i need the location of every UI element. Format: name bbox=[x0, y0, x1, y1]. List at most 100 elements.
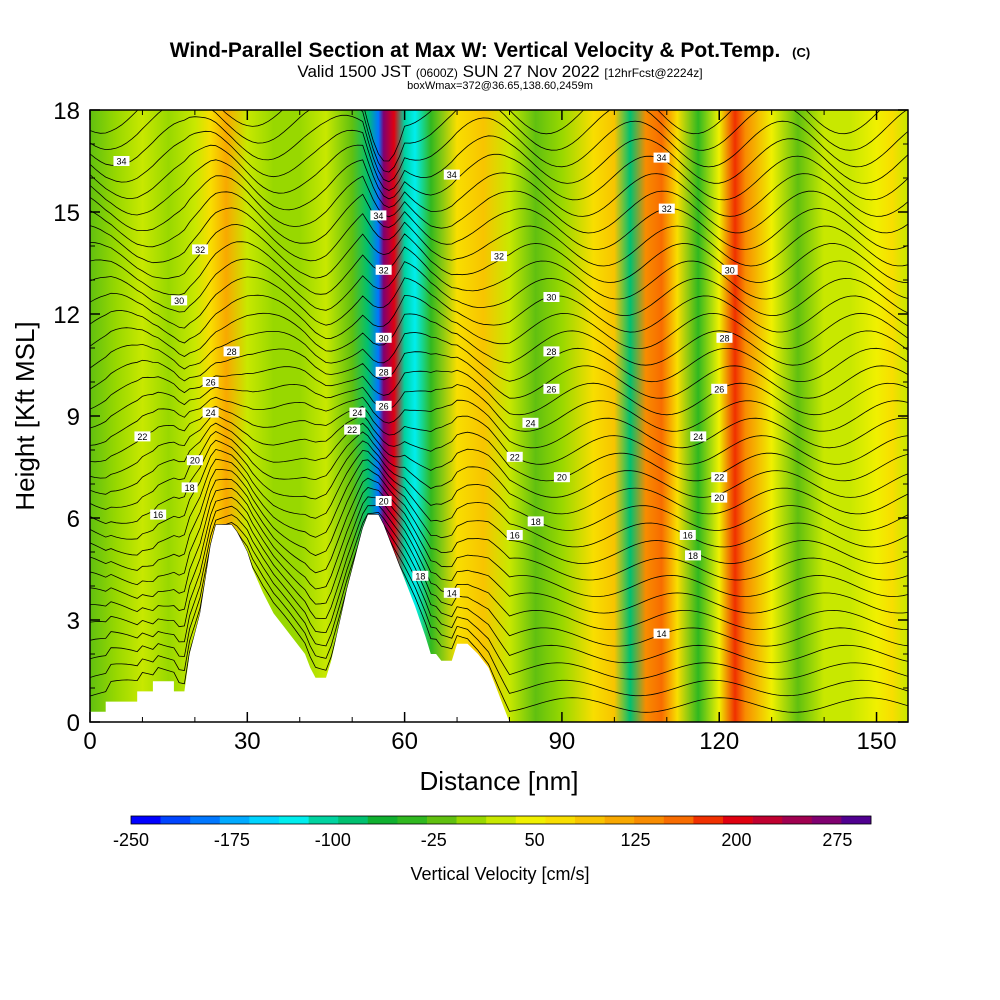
contour-label: 16 bbox=[679, 530, 696, 541]
colorbar-swatch bbox=[397, 816, 428, 824]
y-axis-label: Height [Kft MSL] bbox=[10, 321, 40, 510]
isentrope-line bbox=[90, 114, 908, 183]
svg-text:20: 20 bbox=[379, 497, 389, 507]
colorbar-label: Vertical Velocity [cm/s] bbox=[410, 864, 589, 884]
contour-label: 18 bbox=[527, 516, 544, 527]
contour-label: 14 bbox=[653, 628, 670, 639]
colorbar-swatch bbox=[604, 816, 635, 824]
colorbar-swatch bbox=[190, 816, 221, 824]
contour-label: 32 bbox=[491, 251, 507, 262]
isentrope-line bbox=[90, 511, 908, 664]
svg-text:28: 28 bbox=[546, 347, 556, 357]
isentrope-line bbox=[90, 110, 908, 173]
contour-label: 22 bbox=[506, 451, 523, 462]
contour-label: 20 bbox=[711, 492, 728, 503]
isentrope-line bbox=[90, 348, 908, 399]
colorbar-swatch bbox=[723, 816, 753, 824]
colorbar-swatch bbox=[515, 816, 546, 824]
x-tick-label: 90 bbox=[549, 728, 576, 755]
y-tick-label: 6 bbox=[67, 506, 80, 533]
colorbar-tick-label: -100 bbox=[315, 830, 351, 850]
contour-label: 24 bbox=[202, 407, 219, 418]
colorbar bbox=[130, 815, 872, 825]
svg-text:28: 28 bbox=[379, 367, 389, 377]
isentrope-line bbox=[90, 431, 908, 515]
contour-label: 28 bbox=[716, 332, 733, 343]
svg-text:32: 32 bbox=[195, 245, 205, 255]
isentrope-line bbox=[90, 487, 908, 614]
contour-label: 34 bbox=[443, 169, 460, 180]
colorbar-swatch bbox=[456, 816, 487, 824]
subtitle-utc: (0600Z) bbox=[416, 66, 458, 80]
isentrope-line bbox=[90, 258, 908, 317]
contour-label: 32 bbox=[375, 264, 392, 275]
svg-text:16: 16 bbox=[510, 531, 520, 541]
contour-label: 16 bbox=[150, 509, 167, 520]
contour-labels: 34 34 34 34 32 32 32 32 30 30 30 30 28 28 28 28 26 26 26 26… bbox=[113, 152, 738, 639]
svg-text:20: 20 bbox=[557, 473, 567, 483]
contour-label: 18 bbox=[181, 482, 198, 493]
svg-text:22: 22 bbox=[714, 473, 724, 483]
colorbar-swatch bbox=[160, 816, 191, 824]
y-tick-label: 3 bbox=[67, 608, 80, 635]
colorbar-tick-label: 125 bbox=[621, 830, 651, 850]
contour-label: 28 bbox=[223, 346, 240, 357]
isentrope-line bbox=[90, 477, 908, 598]
x-tick-label: 0 bbox=[83, 728, 96, 755]
colorbar-tick-label: -25 bbox=[421, 830, 447, 850]
subtitle-fcst: [12hrFcst@2224z] bbox=[604, 66, 702, 80]
contour-label: 26 bbox=[375, 400, 392, 411]
colorbar-swatch bbox=[338, 816, 369, 824]
isentrope-line bbox=[90, 514, 908, 680]
contour-label: 34 bbox=[370, 210, 387, 221]
box-info: boxWmax=372@36.65,138.60,2459m bbox=[407, 80, 593, 92]
isentrope-line bbox=[90, 504, 908, 647]
svg-text:18: 18 bbox=[415, 571, 425, 581]
x-tick-label: 150 bbox=[857, 728, 897, 755]
contour-label: 28 bbox=[375, 366, 392, 377]
chart-subtitle: Valid 1500 JST (0600Z) SUN 27 Nov 2022 [… bbox=[297, 62, 702, 81]
svg-text:30: 30 bbox=[379, 333, 389, 343]
colorbar-swatch bbox=[545, 816, 576, 824]
x-tick-label: 120 bbox=[699, 728, 739, 755]
colorbar-tick-label: -175 bbox=[214, 830, 250, 850]
svg-text:30: 30 bbox=[174, 296, 184, 306]
svg-text:22: 22 bbox=[137, 432, 147, 442]
colorbar-swatch bbox=[249, 816, 280, 824]
colorbar-swatch bbox=[663, 816, 694, 824]
x-tick-label: 60 bbox=[391, 728, 418, 755]
x-axis-label: Distance [nm] bbox=[420, 766, 579, 796]
isentrope-line bbox=[90, 383, 908, 432]
svg-text:26: 26 bbox=[379, 401, 389, 411]
contour-label: 30 bbox=[721, 264, 738, 275]
colorbar-swatch bbox=[308, 816, 339, 824]
contour-label: 14 bbox=[443, 587, 460, 598]
svg-text:34: 34 bbox=[447, 170, 457, 180]
isentrope-line bbox=[90, 405, 908, 465]
chart-title: Wind-Parallel Section at Max W: Vertical… bbox=[170, 39, 810, 62]
isentrope-line bbox=[90, 331, 908, 383]
svg-text:14: 14 bbox=[447, 588, 457, 598]
svg-text:18: 18 bbox=[531, 517, 541, 527]
isentrope-line bbox=[90, 312, 908, 366]
svg-text:22: 22 bbox=[347, 425, 357, 435]
svg-text:28: 28 bbox=[227, 347, 237, 357]
colorbar-swatch bbox=[279, 816, 309, 824]
x-axis: 0 30 60 90 120 150 bbox=[83, 110, 897, 755]
isentrope-line bbox=[90, 294, 908, 350]
isentrope-line bbox=[90, 144, 908, 201]
contour-label: 20 bbox=[186, 455, 203, 466]
plot-area: 34 34 34 34 32 32 32 32 30 30 30 30 28 28 28 28 26 26 26 26… bbox=[90, 110, 908, 722]
svg-text:28: 28 bbox=[719, 333, 729, 343]
contour-label: 34 bbox=[113, 156, 130, 167]
svg-text:16: 16 bbox=[153, 510, 163, 520]
svg-text:22: 22 bbox=[510, 452, 520, 462]
contour-label: 26 bbox=[202, 377, 219, 388]
colorbar-swatch bbox=[575, 816, 605, 824]
svg-text:26: 26 bbox=[206, 378, 216, 388]
svg-text:16: 16 bbox=[683, 531, 693, 541]
svg-text:26: 26 bbox=[546, 384, 556, 394]
contour-label: 32 bbox=[658, 203, 675, 214]
y-tick-label: 9 bbox=[67, 404, 80, 431]
